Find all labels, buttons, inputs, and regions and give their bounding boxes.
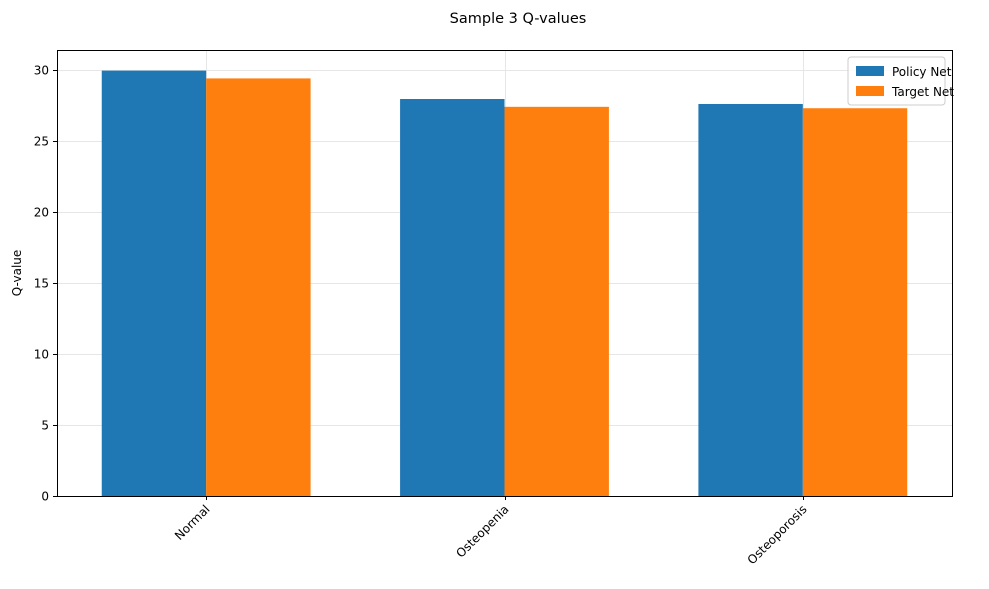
x-axis: Normal Osteopenia Osteoporosis: [172, 496, 810, 567]
legend: Policy Net Target Net: [847, 56, 954, 106]
bar: [206, 78, 311, 496]
y-tick-label: 10: [34, 348, 49, 362]
bar: [802, 108, 908, 497]
y-tick-label: 15: [34, 277, 49, 291]
bar: [698, 103, 803, 497]
x-tick-label: Osteopenia: [453, 502, 511, 560]
bars: [101, 70, 908, 497]
y-tick-label: 5: [41, 419, 49, 433]
legend-swatch: [856, 66, 884, 76]
legend-label: Policy Net: [892, 65, 952, 79]
y-tick-label: 30: [34, 64, 49, 78]
y-tick-label: 20: [34, 206, 49, 220]
x-tick-label: Normal: [172, 502, 213, 543]
chart-title: Sample 3 Q-values: [450, 11, 587, 27]
y-tick-label: 25: [34, 135, 49, 149]
y-axis-title: Q-value: [10, 250, 24, 297]
y-axis: 0 5 10 15 20 25 30: [34, 64, 57, 504]
bar: [504, 106, 609, 497]
legend-swatch: [856, 86, 884, 96]
x-tick-label: Osteoporosis: [745, 502, 810, 567]
y-tick-label: 0: [41, 490, 49, 504]
legend-label: Target Net: [891, 85, 954, 99]
bar: [101, 70, 207, 496]
bar: [400, 99, 505, 497]
